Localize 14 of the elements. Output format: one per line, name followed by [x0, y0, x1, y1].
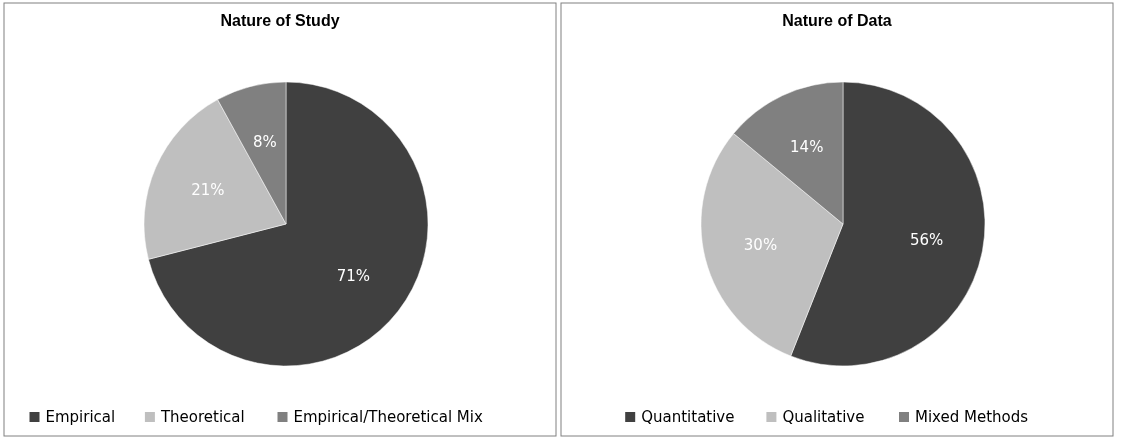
data-label: 8%	[252, 132, 277, 151]
legend-label: Empirical/Theoretical Mix	[293, 408, 483, 426]
chart-title: Nature of Data	[782, 12, 892, 29]
legend-label: Qualitative	[782, 408, 865, 426]
legend-label: Theoretical	[159, 408, 245, 426]
data-label: 71%	[336, 267, 370, 286]
chart-title: Nature of Study	[220, 12, 340, 29]
data-label: 30%	[743, 236, 778, 255]
data-label: 56%	[910, 231, 944, 250]
data-label: 14%	[790, 138, 824, 157]
legend-label: Quantitative	[641, 408, 735, 426]
legend-label: Empirical	[45, 408, 116, 426]
data-label: 21%	[191, 181, 225, 200]
legend-label: Mixed Methods	[915, 408, 1029, 426]
